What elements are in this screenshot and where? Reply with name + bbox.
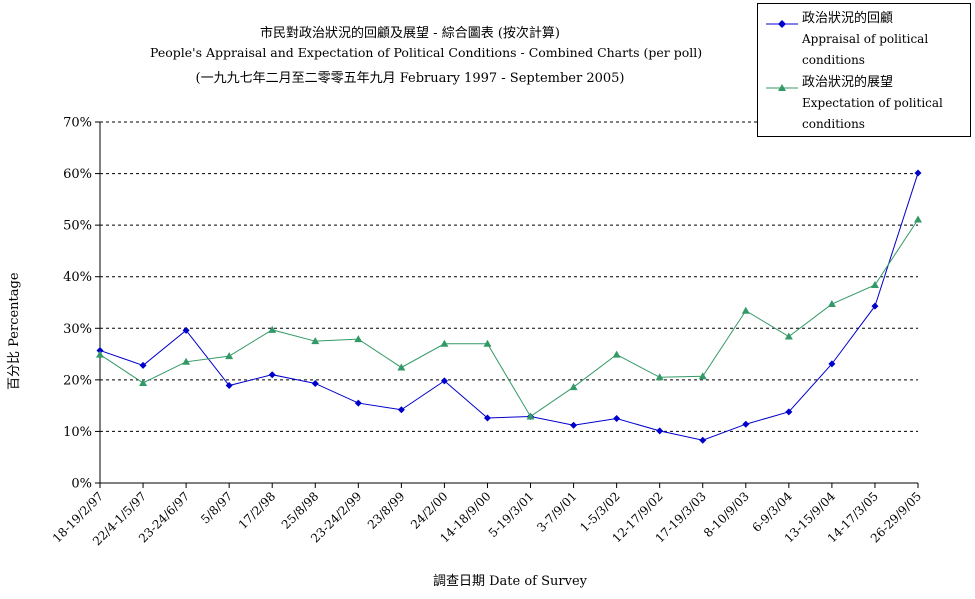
x-tick-label: 25/8/98 [279, 489, 322, 532]
x-tick-label: 23/8/99 [365, 489, 408, 532]
x-tick-label: 24/2/00 [408, 489, 451, 532]
data-point-expectation [397, 363, 406, 371]
legend-label-appraisal-zh: 政治狀況的回顧 [802, 11, 894, 26]
chart-subtitle: (一九九七年二月至二零零五年九月 February 1997 - Septemb… [195, 71, 625, 86]
data-point-expectation [914, 215, 922, 223]
legend-label-expectation-en: Expectation of political conditions [802, 96, 943, 131]
legend-marker-expectation [766, 84, 798, 91]
data-point-expectation [526, 412, 535, 420]
legend-marker-appraisal [766, 20, 798, 28]
series-line-appraisal [99, 172, 919, 441]
chart-title-chinese: 市民對政治狀況的回顧及展望 - 綜合圖表 (按次計算) [260, 26, 560, 41]
data-point-expectation [827, 300, 836, 308]
y-tick-label: 0% [71, 477, 92, 492]
data-point-appraisal [828, 360, 836, 368]
data-point-expectation [655, 373, 664, 381]
x-tick-label: 5-19/3/01 [486, 489, 537, 540]
data-point-expectation [182, 357, 191, 365]
y-tick-label: 20% [63, 373, 92, 388]
legend-label-appraisal: 政治狀況的回顧 Appraisal of political condition… [802, 8, 962, 71]
data-point-appraisal [96, 346, 104, 354]
y-tick-label: 10% [63, 425, 92, 440]
data-point-expectation [612, 350, 621, 358]
data-point-appraisal [613, 415, 621, 423]
data-point-appraisal [656, 427, 664, 435]
data-point-appraisal [871, 302, 879, 310]
data-point-expectation [96, 350, 104, 358]
x-tick-label: 8-10/9/03 [701, 489, 752, 540]
data-point-expectation [741, 306, 750, 314]
data-point-appraisal [742, 420, 750, 428]
data-point-expectation [483, 339, 492, 347]
series-line-expectation [99, 219, 919, 418]
y-tick-label: 30% [63, 322, 92, 337]
y-axis-label: 百分比 Percentage [7, 272, 22, 390]
x-tick-label: 3-7/9/01 [534, 489, 579, 534]
y-tick-label: 40% [63, 270, 92, 285]
legend-label-appraisal-en: Appraisal of political conditions [802, 32, 929, 67]
data-point-appraisal [268, 371, 276, 379]
data-point-appraisal [354, 399, 362, 407]
data-point-appraisal [182, 326, 190, 334]
y-tick-label: 50% [63, 219, 92, 234]
data-point-expectation [268, 325, 277, 333]
x-tick-label: 17/2/98 [236, 489, 279, 532]
y-tick-label: 70% [63, 116, 92, 131]
data-point-expectation [139, 378, 148, 386]
legend-label-expectation-zh: 政治狀況的展望 [802, 75, 894, 90]
data-point-appraisal [225, 382, 233, 390]
chart-legend: 政治狀況的回顧 Appraisal of political condition… [757, 3, 971, 137]
data-point-expectation [354, 335, 363, 343]
data-point-expectation [698, 372, 707, 380]
y-tick-label: 60% [63, 167, 92, 182]
data-point-expectation [784, 332, 793, 340]
data-point-appraisal [785, 408, 793, 416]
legend-label-expectation: 政治狀況的展望 Expectation of political conditi… [802, 72, 962, 135]
data-point-appraisal [139, 361, 147, 369]
data-point-appraisal [483, 414, 491, 422]
x-axis-label: 調查日期 Date of Survey [432, 574, 587, 589]
data-point-expectation [569, 383, 578, 391]
x-tick-label: 5/8/97 [198, 489, 235, 526]
data-point-expectation [870, 280, 879, 288]
data-point-expectation [225, 352, 234, 360]
data-point-appraisal [440, 377, 448, 385]
data-point-appraisal [311, 379, 319, 387]
data-point-appraisal [570, 421, 578, 429]
data-point-appraisal [699, 436, 707, 444]
data-point-appraisal [914, 169, 922, 177]
data-point-expectation [440, 339, 449, 347]
data-point-appraisal [397, 406, 405, 414]
chart-title-english: People's Appraisal and Expectation of Po… [150, 45, 703, 60]
data-point-expectation [311, 337, 320, 345]
